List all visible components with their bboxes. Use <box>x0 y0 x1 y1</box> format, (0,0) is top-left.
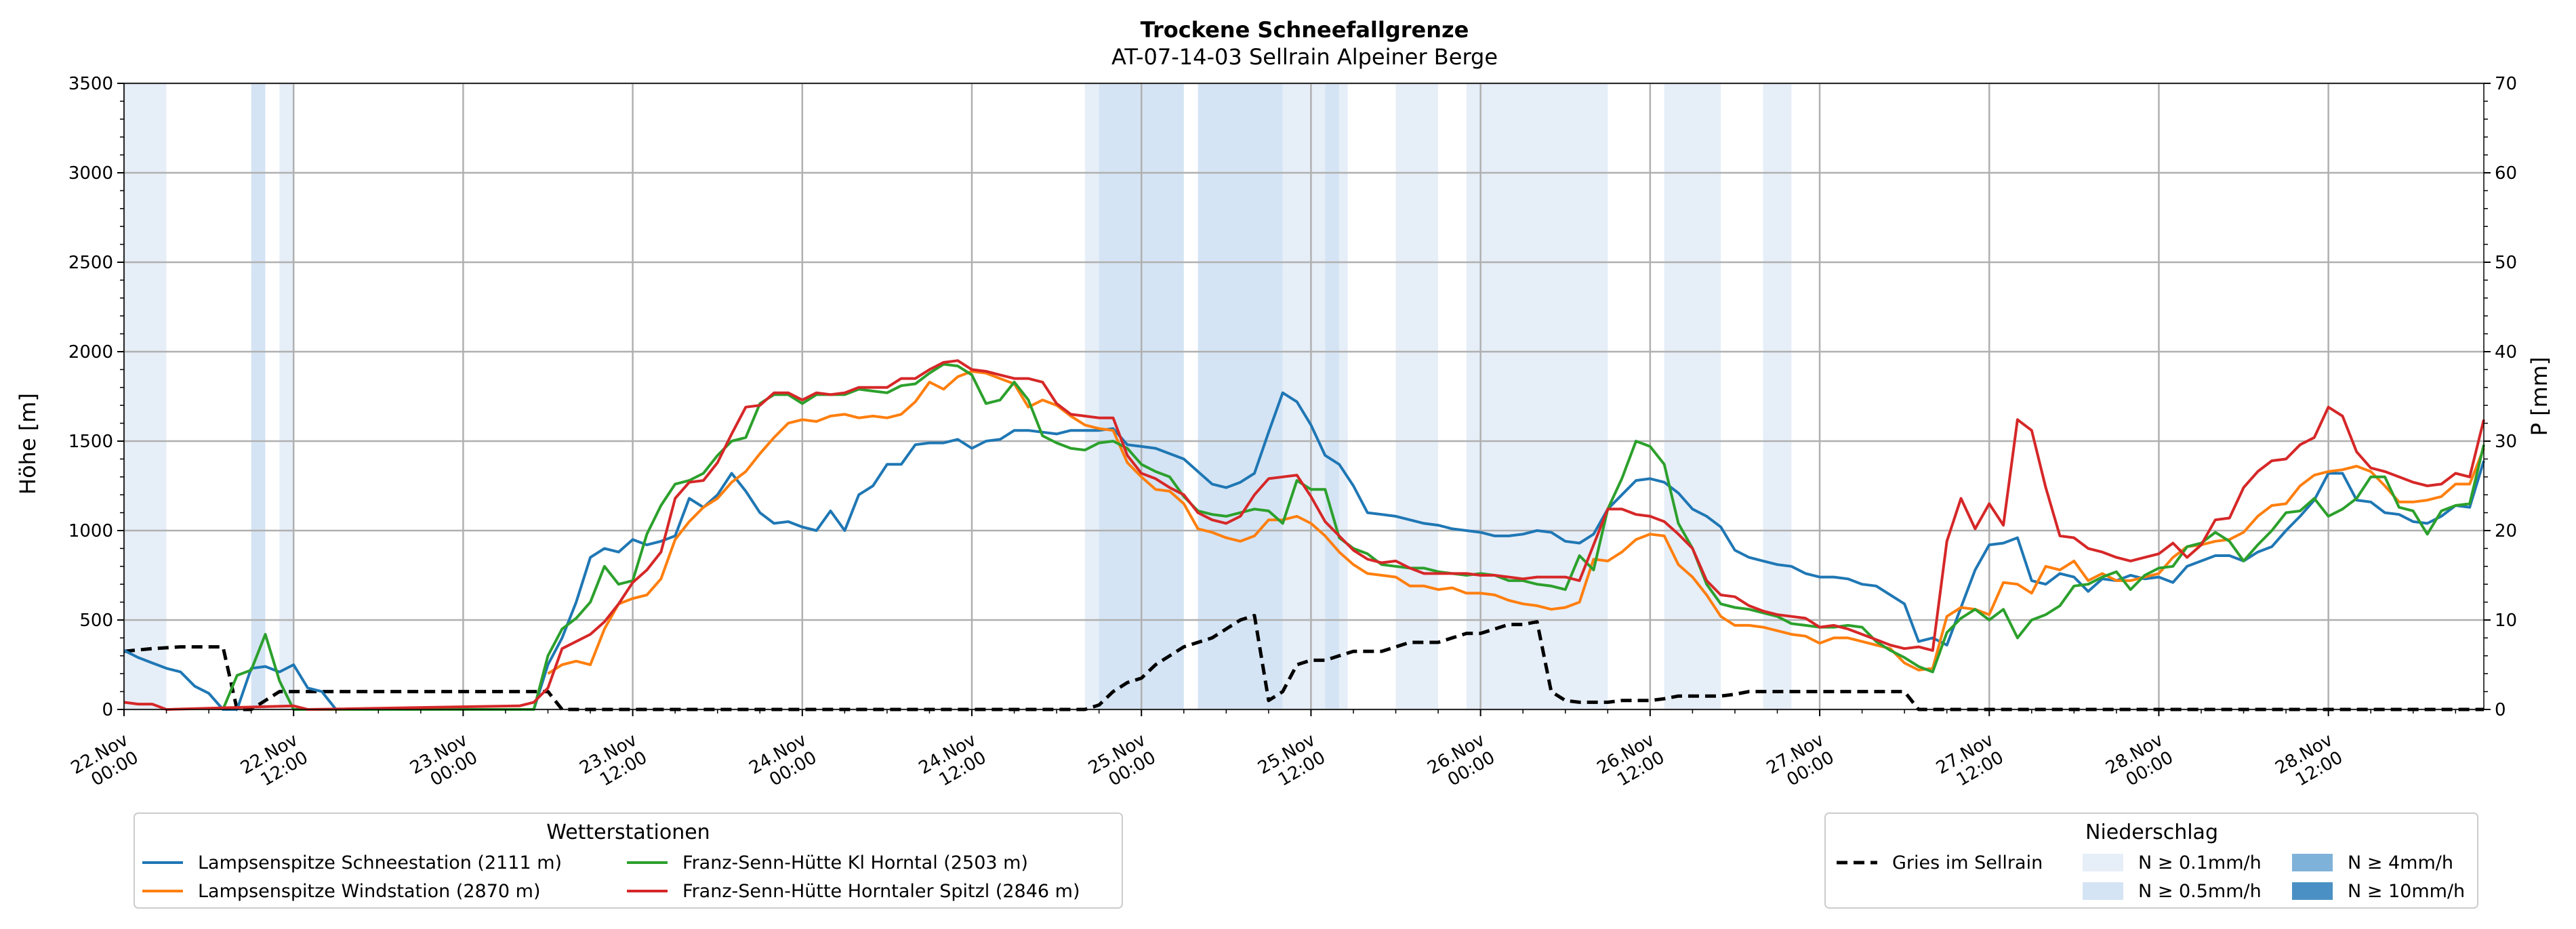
y2-tick-label: 20 <box>2495 521 2517 541</box>
x-tick-label: 22.Nov00:00 <box>68 730 142 796</box>
y2-tick-label: 40 <box>2495 342 2517 363</box>
x-tick-label: 28.Nov12:00 <box>2272 730 2346 796</box>
station-lines <box>123 359 2485 711</box>
y-tick-label: 3500 <box>68 74 113 94</box>
y2-tick-label: 50 <box>2495 253 2517 273</box>
legend-band-swatch <box>2083 854 2123 871</box>
precipitation-bands <box>124 83 1792 709</box>
x-tick-label: 27.Nov12:00 <box>1933 730 2007 796</box>
y2-tick-label: 30 <box>2495 432 2517 452</box>
y2-tick-label: 0 <box>2495 700 2506 720</box>
legend-band-label: N ≥ 0.1mm/h <box>2138 852 2262 873</box>
y2-tick-label: 60 <box>2495 163 2517 184</box>
precip-band <box>1084 83 1099 709</box>
series-line-4 <box>123 359 2485 711</box>
legend-band-swatch <box>2292 882 2333 900</box>
y2-tick-label: 70 <box>2495 74 2517 94</box>
chart-title: Trockene Schneefallgrenze <box>1141 17 1469 43</box>
y-tick-label: 500 <box>79 611 113 631</box>
legend-band-swatch <box>2083 882 2123 900</box>
y2-axis-label: P [mm] <box>2527 357 2552 436</box>
y-tick-label: 2000 <box>68 342 113 363</box>
y-axis-label: Höhe [m] <box>15 393 41 495</box>
precip-band <box>1466 83 1608 709</box>
x-tick-label: 26.Nov12:00 <box>1594 730 1669 796</box>
x-tick-label: 23.Nov00:00 <box>407 730 481 796</box>
precip-band <box>279 83 294 709</box>
x-tick-label: 23.Nov12:00 <box>576 730 651 796</box>
precip-band <box>1325 83 1340 709</box>
precip-band <box>251 83 266 709</box>
legend-band-swatch <box>2292 854 2333 871</box>
y-tick-label: 1500 <box>68 432 113 452</box>
y-tick-label: 1000 <box>68 521 113 541</box>
precip-band <box>1664 83 1721 709</box>
y-tick-label: 0 <box>102 700 113 720</box>
precip-band <box>1339 83 1348 709</box>
precip-band <box>1198 83 1283 709</box>
y-tick-label: 3000 <box>68 163 113 184</box>
precip-legend: Niederschlag Gries im Sellrain N ≥ 0.1mm/… <box>1824 812 2478 909</box>
legend-label: Lampsenspitze Windstation (2870 m) <box>198 881 541 902</box>
chart-subtitle: AT-07-14-03 Sellrain Alpeiner Berge <box>1111 44 1498 70</box>
x-tick-label: 25.Nov00:00 <box>1085 730 1160 796</box>
series-line-2 <box>547 370 2485 675</box>
x-tick-label: 27.Nov00:00 <box>1763 730 1838 796</box>
x-tick-label: 24.Nov00:00 <box>746 730 821 796</box>
legend-label: Franz-Senn-Hütte Horntaler Spitzl (2846 … <box>682 881 1080 902</box>
legend-label-gries: Gries im Sellrain <box>1892 852 2043 873</box>
legend-label: Franz-Senn-Hütte Kl Horntal (2503 m) <box>682 852 1028 873</box>
x-tick-label: 28.Nov00:00 <box>2102 730 2177 796</box>
x-tick-label: 25.Nov12:00 <box>1254 730 1329 796</box>
plot-frame <box>123 83 2485 710</box>
legend-band-label: N ≥ 4mm/h <box>2348 852 2453 873</box>
x-tick-label: 24.Nov12:00 <box>916 730 990 796</box>
precip-band <box>1395 83 1439 709</box>
legend-band-label: N ≥ 0.5mm/h <box>2138 881 2262 902</box>
precip-band <box>1763 83 1792 709</box>
x-tick-label: 26.Nov00:00 <box>1424 730 1498 796</box>
legend-band-label: N ≥ 10mm/h <box>2348 881 2465 902</box>
series-line-3 <box>222 363 2485 711</box>
station-legend-title: Wetterstationen <box>546 821 710 844</box>
x-tick-label: 22.Nov12:00 <box>237 730 312 796</box>
y2-tick-label: 10 <box>2495 611 2517 631</box>
legend-label: Lampsenspitze Schneestation (2111 m) <box>198 852 562 873</box>
y-tick-label: 2500 <box>68 253 113 273</box>
precip-band <box>124 83 167 709</box>
precip-legend-title: Niederschlag <box>2085 821 2218 844</box>
station-legend: Wetterstationen Lampsenspitze Schneestat… <box>134 812 1123 909</box>
